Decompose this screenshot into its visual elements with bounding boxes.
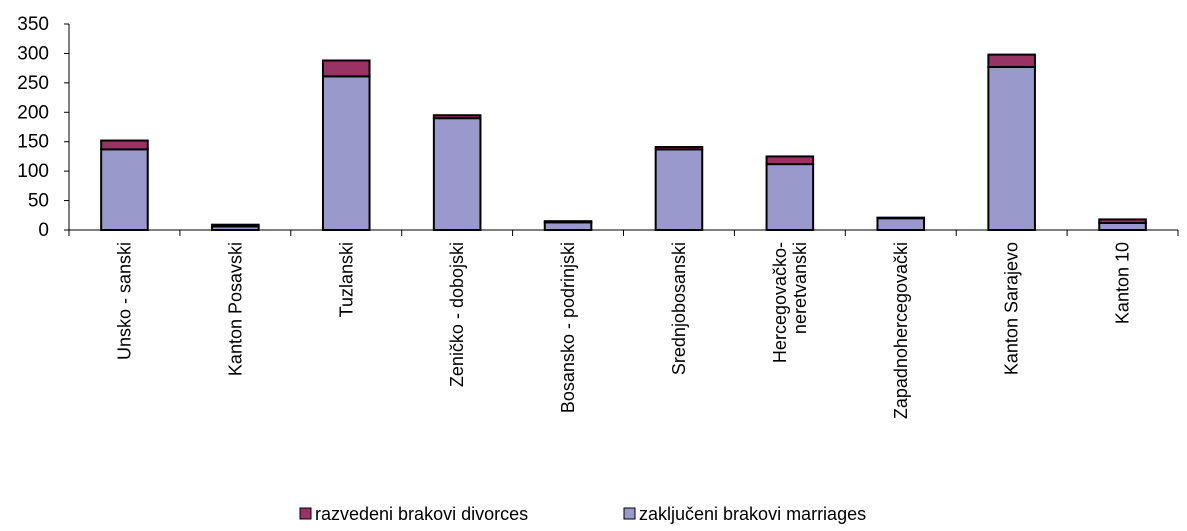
x-category-label-line: Kanton Posavski xyxy=(225,242,245,376)
bar-divorces xyxy=(211,223,260,228)
bar-marriages xyxy=(876,217,926,232)
x-axis: Unsko - sanski Kanton Posavski Tuzlanski Ze… xyxy=(68,229,1179,419)
y-tick-label: 250 xyxy=(17,73,49,94)
legend-label: razvedeni brakovi divorces xyxy=(315,504,528,524)
x-category-label: Kanton Sarajevo xyxy=(1002,242,1022,375)
y-tick-label: 50 xyxy=(28,191,49,212)
x-category-label: Zapadnohercegovački xyxy=(891,242,911,419)
legend-label: zaključeni brakovi marriages xyxy=(639,504,866,524)
x-category-label: Hercegovačko-neretvanski xyxy=(770,242,810,363)
x-category-label-line: Kanton Sarajevo xyxy=(1002,242,1022,375)
x-category-label-line: Zapadnohercegovački xyxy=(891,242,911,419)
bar-divorces xyxy=(432,114,482,120)
legend: razvedeni brakovi divorces zaključeni bra… xyxy=(299,504,866,524)
x-category-label-line: Tuzlanski xyxy=(336,242,356,317)
y-tick-label: 150 xyxy=(17,132,49,153)
y-axis: 0 50 100 150 200 250 300 350 xyxy=(17,14,70,241)
bar-divorces xyxy=(543,220,593,224)
bar-marriages xyxy=(543,221,593,232)
x-category-label: Kanton Posavski xyxy=(225,242,245,376)
x-category-label-line: Kanton 10 xyxy=(1113,242,1133,324)
x-category-label: Kanton 10 xyxy=(1113,242,1133,324)
bar-marriages xyxy=(100,148,149,231)
bar-divorces xyxy=(100,139,149,151)
y-tick-label: 200 xyxy=(17,102,49,123)
bars xyxy=(100,53,1147,232)
x-category-label: Zeničko - dobojski xyxy=(447,242,467,387)
y-tick-label: 300 xyxy=(17,43,49,64)
x-category-label-line: Unsko - sanski xyxy=(114,242,134,360)
legend-swatch xyxy=(299,507,312,520)
bar-marriages xyxy=(765,163,815,231)
x-category-label-line: Zeničko - dobojski xyxy=(447,242,467,387)
x-category-label-line: Srednjobosanski xyxy=(669,242,689,375)
x-category-label-line: neretvanski xyxy=(790,242,810,334)
x-category-label: Srednjobosanski xyxy=(669,242,689,375)
x-category-label: Bosansko - podrinjski xyxy=(558,242,578,413)
bar-divorces xyxy=(765,155,815,166)
bar-marriages xyxy=(321,75,371,231)
bar-marriages xyxy=(1098,221,1147,232)
x-category-label-line: Hercegovačko- xyxy=(770,242,790,363)
y-tick-label: 100 xyxy=(17,161,49,182)
legend-swatch xyxy=(623,507,636,520)
bar-divorces xyxy=(321,59,371,78)
bar-divorces xyxy=(876,216,926,220)
x-category-label: Unsko - sanski xyxy=(114,242,134,360)
bar-divorces xyxy=(1098,218,1147,224)
bar-divorces xyxy=(654,146,704,151)
x-category-label: Tuzlanski xyxy=(336,242,356,317)
bar-marriages xyxy=(987,65,1036,231)
bar-marriages xyxy=(654,148,704,231)
y-tick-label: 350 xyxy=(17,14,49,35)
bar-divorces xyxy=(987,53,1036,68)
x-category-label-line: Bosansko - podrinjski xyxy=(558,242,578,413)
y-tick-label: 0 xyxy=(38,220,49,241)
bar-marriages xyxy=(432,117,482,231)
